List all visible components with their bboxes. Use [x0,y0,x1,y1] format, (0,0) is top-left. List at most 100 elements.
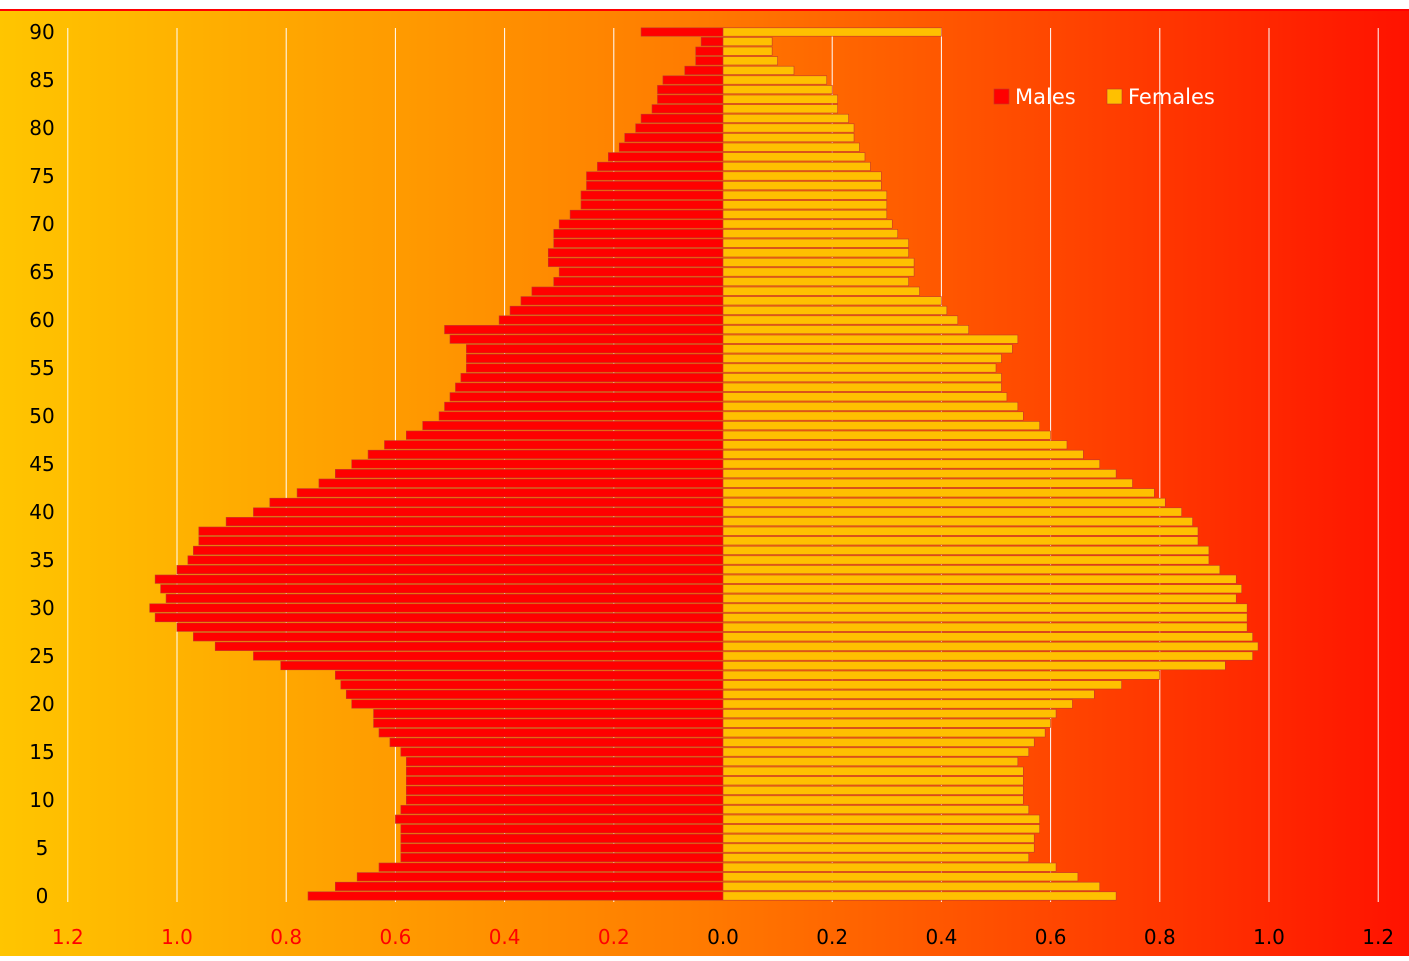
bar-males-age-1 [335,881,724,891]
x-tick-label: 0.6 [379,925,411,949]
y-tick-label: 50 [29,404,54,428]
bar-males-age-72 [580,200,724,210]
bar-males-age-14 [406,757,724,767]
bar-females-age-33 [722,574,1237,584]
bar-males-age-51 [444,401,724,411]
bar-males-age-16 [389,737,724,747]
bar-females-age-52 [722,392,1008,402]
bar-females-age-49 [722,421,1040,431]
bar-females-age-11 [722,785,1024,795]
bar-males-age-88 [695,46,724,56]
x-tick-label: 1.0 [1253,925,1285,949]
bar-females-age-46 [722,449,1084,459]
bar-females-age-59 [722,325,969,335]
y-axis: 0 5 10 15 20 25 30 35 40 45 50 55 60 65 70 75 80 85 90 [29,20,54,908]
bar-males-age-4 [400,853,724,863]
bar-males-age-61 [509,305,724,315]
bar-females-age-80 [722,123,855,133]
bar-males-age-65 [558,267,724,277]
bar-males-age-84 [657,85,724,95]
bar-males-age-11 [406,785,724,795]
bar-males-age-81 [640,113,724,123]
bar-females-age-25 [722,651,1253,661]
bar-females-age-72 [722,200,888,210]
bar-females-age-43 [722,478,1133,488]
y-tick-label: 60 [29,308,54,332]
y-tick-label: 55 [29,356,54,380]
bar-males-age-25 [253,651,724,661]
bar-females-age-88 [722,46,773,56]
bar-females-age-34 [722,565,1221,575]
bar-males-age-89 [700,37,724,47]
y-tick-label: 90 [29,20,54,44]
bar-males-age-15 [400,747,724,757]
y-tick-label: 70 [29,212,54,236]
bar-males-age-30 [149,603,724,613]
bar-females-age-50 [722,411,1024,421]
bar-males-age-20 [351,699,724,709]
x-tick-label: 0.0 [707,925,739,949]
bar-males-age-83 [657,94,724,104]
x-tick-label: 0.2 [816,925,848,949]
bar-females-age-39 [722,517,1193,527]
y-tick-label: 85 [29,68,54,92]
x-tick-label: 0.4 [489,925,521,949]
bar-males-age-67 [547,248,724,258]
y-tick-label: 65 [29,260,54,284]
bar-males-age-29 [154,613,724,623]
y-tick-label: 30 [29,596,54,620]
bar-males-age-6 [400,833,724,843]
bar-males-age-90 [640,27,724,37]
bar-females-age-67 [722,248,909,258]
bar-males-age-37 [198,536,724,546]
bar-females-age-38 [722,526,1199,536]
bar-females-age-4 [722,853,1030,863]
bar-males-age-40 [253,507,724,517]
y-tick-label: 20 [29,692,54,716]
y-tick-label: 75 [29,164,54,188]
bar-males-age-66 [547,257,724,267]
bar-females-age-5 [722,843,1035,853]
bar-males-age-38 [198,526,724,536]
bar-females-age-47 [722,440,1068,450]
legend-swatch-males [993,88,1010,105]
bar-males-age-57 [466,344,724,354]
bar-males-age-42 [296,488,724,498]
bar-males-age-18 [373,718,724,728]
bar-females-age-23 [722,670,1161,680]
bar-males-age-50 [438,411,724,421]
bar-females-age-71 [722,209,888,219]
bar-females-age-60 [722,315,959,325]
bar-females-age-14 [722,757,1019,767]
bar-males-age-2 [356,872,724,882]
bar-females-age-58 [722,334,1019,344]
bar-males-age-46 [367,449,724,459]
bar-females-age-40 [722,507,1182,517]
bar-females-age-53 [722,382,1002,392]
y-tick-label: 45 [29,452,54,476]
bar-females-age-1 [722,881,1101,891]
y-tick-label: 5 [36,836,49,860]
bar-males-age-69 [553,229,724,239]
bar-males-age-47 [384,440,724,450]
bar-males-age-86 [684,65,724,75]
bar-males-age-17 [378,728,724,738]
bar-females-age-17 [722,728,1046,738]
x-tick-label: 1.2 [1362,925,1394,949]
bar-females-age-28 [722,622,1248,632]
bar-females-age-51 [722,401,1019,411]
bar-females-age-3 [722,862,1057,872]
bar-females-age-70 [722,219,893,229]
bar-females-age-42 [722,488,1155,498]
bar-males-age-13 [406,766,724,776]
bar-females-age-66 [722,257,915,267]
bar-females-age-37 [722,536,1199,546]
bar-females-age-20 [722,699,1073,709]
bar-females-age-10 [722,795,1024,805]
bar-males-age-77 [608,152,724,162]
bar-males-age-64 [553,277,724,287]
bar-males-age-9 [400,805,724,815]
bar-males-age-56 [466,353,724,363]
bar-females-age-86 [722,65,795,75]
